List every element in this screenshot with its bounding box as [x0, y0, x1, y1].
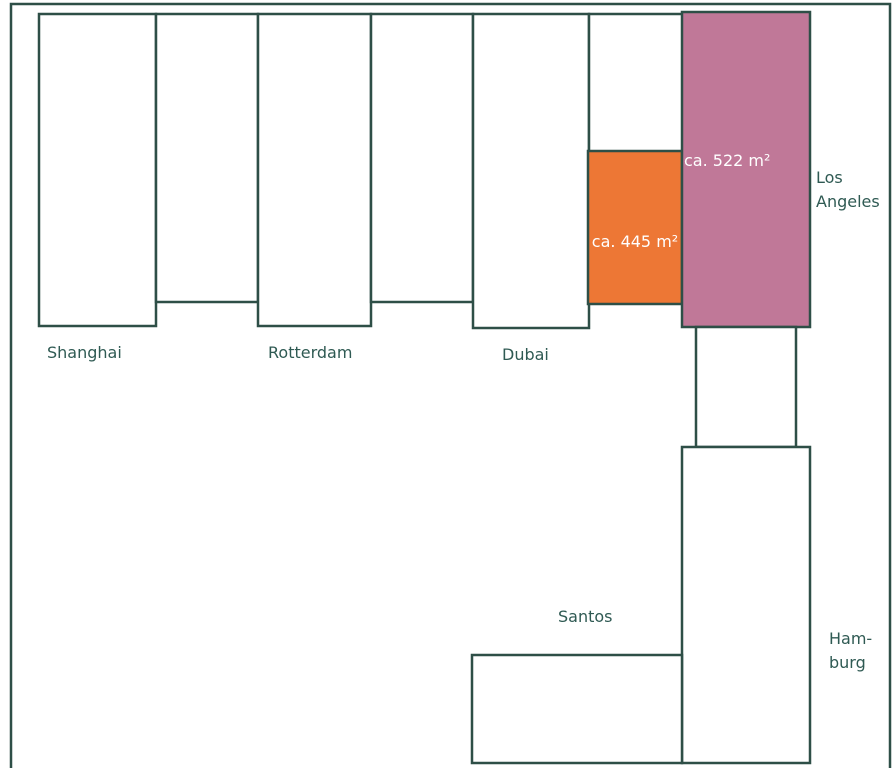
label-shanghai: Shanghai	[47, 343, 122, 362]
label-rotterdam: Rotterdam	[268, 343, 352, 362]
label-hamburg-line2: burg	[829, 653, 866, 672]
block-dubai-annex[interactable]	[589, 14, 683, 152]
block-dubai[interactable]	[473, 14, 589, 328]
area-label-pink: ca. 522 m²	[684, 151, 770, 170]
unit-orange[interactable]	[588, 151, 682, 304]
label-hamburg-line1: Ham-	[829, 629, 872, 648]
block-santos[interactable]	[472, 655, 682, 763]
block-shanghai-annex[interactable]	[156, 14, 258, 302]
label-los-angeles-line2: Angeles	[816, 192, 880, 211]
label-dubai: Dubai	[502, 345, 549, 364]
label-los-angeles-line1: Los	[816, 168, 843, 187]
label-santos: Santos	[558, 607, 613, 626]
block-rotterdam-annex[interactable]	[371, 14, 473, 302]
block-hamburg[interactable]	[682, 447, 810, 763]
block-rotterdam[interactable]	[258, 14, 371, 326]
area-label-orange: ca. 445 m²	[592, 232, 678, 251]
block-shanghai[interactable]	[39, 14, 156, 326]
block-corridor[interactable]	[696, 327, 796, 447]
